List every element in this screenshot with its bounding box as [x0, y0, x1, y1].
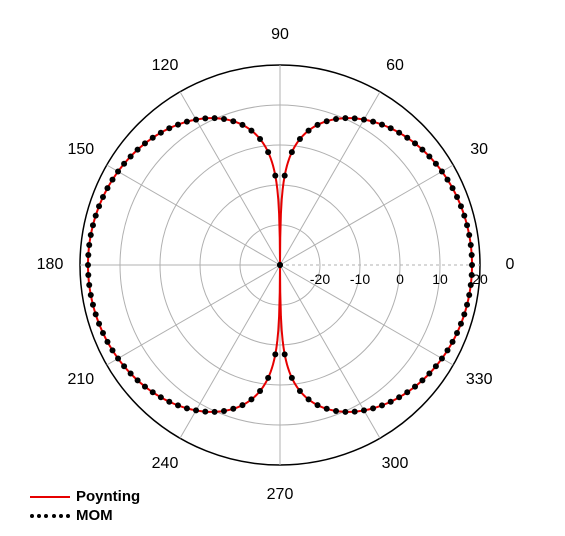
legend-swatch-dots — [30, 513, 70, 519]
angle-label: 0 — [506, 256, 515, 274]
angle-label: 300 — [382, 455, 409, 473]
legend-item-mom: MOM — [30, 507, 140, 524]
angle-label: 180 — [37, 256, 64, 274]
radial-label: 20 — [472, 271, 488, 287]
legend-label: Poynting — [76, 488, 140, 505]
radial-label: 0 — [396, 271, 404, 287]
angle-label: 240 — [152, 455, 179, 473]
angle-label: 210 — [67, 371, 94, 389]
angle-label: 30 — [470, 141, 488, 159]
radial-label: -10 — [350, 271, 370, 287]
radial-label: -20 — [310, 271, 330, 287]
polar-chart-container: Poynting MOM 0 30 60 90 120 150 180 210 240 270 30… — [0, 0, 565, 536]
legend-label: MOM — [76, 507, 113, 524]
angle-label: 330 — [466, 371, 493, 389]
polar-chart-svg — [0, 0, 565, 536]
angle-label: 270 — [267, 486, 294, 504]
angle-label: 150 — [67, 141, 94, 159]
legend: Poynting MOM — [30, 486, 140, 524]
radial-label: 10 — [432, 271, 448, 287]
angle-label: 60 — [386, 57, 404, 75]
angle-label: 120 — [152, 57, 179, 75]
legend-swatch-line — [30, 496, 70, 498]
legend-item-poynting: Poynting — [30, 488, 140, 505]
angle-label: 90 — [271, 26, 289, 44]
